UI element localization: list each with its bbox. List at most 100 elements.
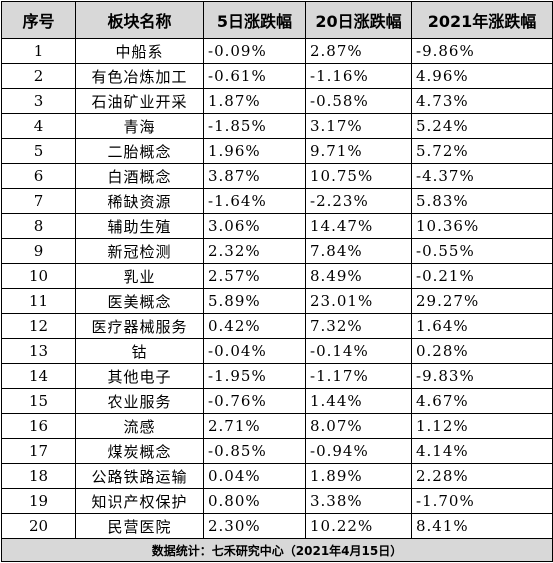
cell-5day-change: 2.71% bbox=[203, 413, 306, 439]
cell-5day-change: -1.95% bbox=[203, 363, 306, 389]
cell-ytd-change: -4.37% bbox=[411, 163, 553, 189]
cell-20day-change: 7.32% bbox=[305, 313, 412, 339]
cell-5day-change: 0.04% bbox=[203, 463, 306, 489]
cell-5day-change: 0.42% bbox=[203, 313, 306, 339]
column-header-ytd: 2021年涨跌幅 bbox=[411, 1, 553, 39]
cell-sector-name: 稀缺资源 bbox=[75, 188, 204, 214]
table-row: 15 农业服务 -0.76% 1.44% 4.67% bbox=[1, 388, 553, 414]
cell-index: 12 bbox=[1, 313, 76, 339]
cell-index: 11 bbox=[1, 288, 76, 314]
cell-20day-change: -0.58% bbox=[305, 88, 412, 114]
cell-5day-change: -0.85% bbox=[203, 438, 306, 464]
cell-20day-change: -2.23% bbox=[305, 188, 412, 214]
cell-index: 17 bbox=[1, 438, 76, 464]
cell-index: 15 bbox=[1, 388, 76, 414]
cell-ytd-change: 1.12% bbox=[411, 413, 553, 439]
cell-5day-change: 2.30% bbox=[203, 513, 306, 539]
table-row: 12 医疗器械服务 0.42% 7.32% 1.64% bbox=[1, 313, 553, 339]
cell-20day-change: -0.14% bbox=[305, 338, 412, 364]
table-row: 16 流感 2.71% 8.07% 1.12% bbox=[1, 413, 553, 439]
table-row: 14 其他电子 -1.95% -1.17% -9.83% bbox=[1, 363, 553, 389]
table-row: 17 煤炭概念 -0.85% -0.94% 4.14% bbox=[1, 438, 553, 464]
cell-index: 3 bbox=[1, 88, 76, 114]
cell-20day-change: -1.17% bbox=[305, 363, 412, 389]
cell-20day-change: -1.16% bbox=[305, 63, 412, 89]
cell-index: 1 bbox=[1, 38, 76, 64]
cell-sector-name: 公路铁路运输 bbox=[75, 463, 204, 489]
cell-ytd-change: -0.55% bbox=[411, 238, 553, 264]
table-body: 1 中船系 -0.09% 2.87% -9.86% 2 有色冶炼加工 -0.61% -1.16%… bbox=[1, 38, 553, 539]
cell-index: 13 bbox=[1, 338, 76, 364]
cell-5day-change: 5.89% bbox=[203, 288, 306, 314]
cell-20day-change: 8.07% bbox=[305, 413, 412, 439]
cell-index: 16 bbox=[1, 413, 76, 439]
cell-ytd-change: 5.24% bbox=[411, 113, 553, 139]
cell-sector-name: 其他电子 bbox=[75, 363, 204, 389]
cell-ytd-change: -0.21% bbox=[411, 263, 553, 289]
table-row: 10 乳业 2.57% 8.49% -0.21% bbox=[1, 263, 553, 289]
cell-sector-name: 二胎概念 bbox=[75, 138, 204, 164]
cell-5day-change: -1.64% bbox=[203, 188, 306, 214]
column-header-sector: 板块名称 bbox=[75, 1, 204, 39]
cell-sector-name: 农业服务 bbox=[75, 388, 204, 414]
table-row: 5 二胎概念 1.96% 9.71% 5.72% bbox=[1, 138, 553, 164]
cell-index: 4 bbox=[1, 113, 76, 139]
cell-5day-change: -0.76% bbox=[203, 388, 306, 414]
cell-sector-name: 中船系 bbox=[75, 38, 204, 64]
table-row: 6 白酒概念 3.87% 10.75% -4.37% bbox=[1, 163, 553, 189]
table-row: 11 医美概念 5.89% 23.01% 29.27% bbox=[1, 288, 553, 314]
cell-ytd-change: 8.41% bbox=[411, 513, 553, 539]
column-header-index: 序号 bbox=[1, 1, 76, 39]
column-header-20day: 20日涨跌幅 bbox=[305, 1, 412, 39]
cell-20day-change: 1.44% bbox=[305, 388, 412, 414]
table-row: 2 有色冶炼加工 -0.61% -1.16% 4.96% bbox=[1, 63, 553, 89]
cell-index: 10 bbox=[1, 263, 76, 289]
cell-5day-change: 1.96% bbox=[203, 138, 306, 164]
cell-index: 7 bbox=[1, 188, 76, 214]
table-row: 3 石油矿业开采 1.87% -0.58% 4.73% bbox=[1, 88, 553, 114]
header-row: 序号 板块名称 5日涨跌幅 20日涨跌幅 2021年涨跌幅 bbox=[1, 1, 553, 39]
cell-sector-name: 知识产权保护 bbox=[75, 488, 204, 514]
cell-sector-name: 石油矿业开采 bbox=[75, 88, 204, 114]
cell-sector-name: 青海 bbox=[75, 113, 204, 139]
cell-sector-name: 乳业 bbox=[75, 263, 204, 289]
cell-sector-name: 民营医院 bbox=[75, 513, 204, 539]
table-row: 9 新冠检测 2.32% 7.84% -0.55% bbox=[1, 238, 553, 264]
cell-5day-change: -0.04% bbox=[203, 338, 306, 364]
table-row: 8 辅助生殖 3.06% 14.47% 10.36% bbox=[1, 213, 553, 239]
cell-5day-change: -1.85% bbox=[203, 113, 306, 139]
table-row: 18 公路铁路运输 0.04% 1.89% 2.28% bbox=[1, 463, 553, 489]
cell-ytd-change: 5.72% bbox=[411, 138, 553, 164]
cell-5day-change: 3.87% bbox=[203, 163, 306, 189]
cell-ytd-change: 4.67% bbox=[411, 388, 553, 414]
cell-sector-name: 煤炭概念 bbox=[75, 438, 204, 464]
cell-5day-change: 0.80% bbox=[203, 488, 306, 514]
cell-20day-change: 8.49% bbox=[305, 263, 412, 289]
cell-5day-change: 2.32% bbox=[203, 238, 306, 264]
cell-5day-change: -0.09% bbox=[203, 38, 306, 64]
footer-row: 数据统计：七禾研究中心（2021年4月15日） bbox=[1, 538, 553, 562]
cell-index: 14 bbox=[1, 363, 76, 389]
table-row: 1 中船系 -0.09% 2.87% -9.86% bbox=[1, 38, 553, 64]
cell-ytd-change: 1.64% bbox=[411, 313, 553, 339]
cell-5day-change: -0.61% bbox=[203, 63, 306, 89]
cell-ytd-change: 2.28% bbox=[411, 463, 553, 489]
cell-index: 5 bbox=[1, 138, 76, 164]
table-row: 20 民营医院 2.30% 10.22% 8.41% bbox=[1, 513, 553, 539]
cell-sector-name: 新冠检测 bbox=[75, 238, 204, 264]
cell-ytd-change: 10.36% bbox=[411, 213, 553, 239]
cell-sector-name: 有色冶炼加工 bbox=[75, 63, 204, 89]
table-row: 13 钴 -0.04% -0.14% 0.28% bbox=[1, 338, 553, 364]
cell-index: 18 bbox=[1, 463, 76, 489]
cell-sector-name: 辅助生殖 bbox=[75, 213, 204, 239]
cell-index: 20 bbox=[1, 513, 76, 539]
cell-index: 8 bbox=[1, 213, 76, 239]
cell-ytd-change: -9.83% bbox=[411, 363, 553, 389]
cell-index: 19 bbox=[1, 488, 76, 514]
table-row: 7 稀缺资源 -1.64% -2.23% 5.83% bbox=[1, 188, 553, 214]
cell-ytd-change: 5.83% bbox=[411, 188, 553, 214]
cell-sector-name: 医美概念 bbox=[75, 288, 204, 314]
cell-index: 6 bbox=[1, 163, 76, 189]
